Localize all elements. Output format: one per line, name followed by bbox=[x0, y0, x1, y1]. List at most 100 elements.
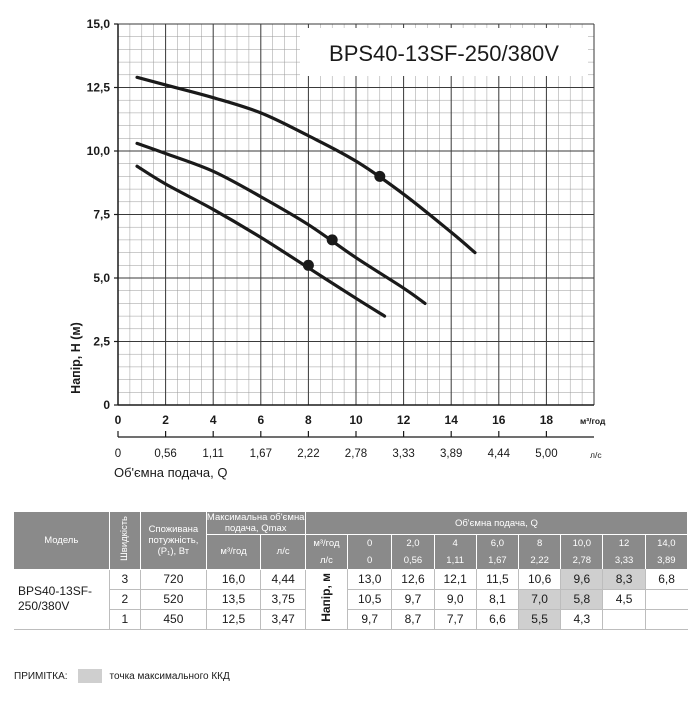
power-cell: 520 bbox=[140, 589, 207, 610]
x-tick-label: 14 bbox=[445, 413, 459, 427]
chart-markers bbox=[302, 170, 386, 271]
head-cell: 4,3 bbox=[560, 609, 604, 630]
x2-tick-label: 2,78 bbox=[345, 448, 367, 460]
x2-tick-label: 0 bbox=[115, 448, 121, 460]
header-row-m3: м³/год bbox=[305, 534, 349, 552]
x2-tick-label: 2,22 bbox=[297, 448, 319, 460]
chart-title: BPS40-13SF-250/380V bbox=[329, 41, 559, 66]
flow-m3-cell: 2,0 bbox=[391, 534, 435, 552]
flow-ls-cell: 3,89 bbox=[645, 552, 689, 569]
x-tick-label: 0 bbox=[115, 413, 122, 427]
flow-m3-cell: 0 bbox=[347, 534, 393, 552]
x2-tick-label: 3,33 bbox=[392, 448, 414, 460]
x-tick-label: 6 bbox=[257, 413, 264, 427]
table-row: BPS40-13SF-250/380V 3 720 16,0 4,44 Напі… bbox=[14, 569, 688, 630]
flow-ls-cell: 1,67 bbox=[476, 552, 520, 569]
head-cell: 11,5 bbox=[476, 569, 520, 590]
y-tick-label: 10,0 bbox=[87, 144, 111, 158]
curve-speed-2 bbox=[135, 141, 427, 305]
flow-ls-cell: 3,33 bbox=[602, 552, 646, 569]
y-tick-label: 5,0 bbox=[93, 271, 110, 285]
x2-axis-ticks: 0 0,56 1,11 1,67 2,22 2,78 3,33 3,89 4,44 5,00 bbox=[115, 431, 558, 460]
flow-ls-cell: 0 bbox=[347, 552, 393, 569]
speed-cell: 1 bbox=[109, 609, 142, 630]
speed-cell: 3 bbox=[109, 569, 142, 590]
header-row-ls: л/с bbox=[305, 552, 349, 569]
head-cell-max-efficiency: 9,6 bbox=[560, 569, 604, 590]
x-axis-unit: м³/год bbox=[580, 416, 606, 426]
chart-title-box bbox=[300, 28, 588, 76]
x-axis-label: Об'ємна подача, Q bbox=[114, 465, 227, 480]
head-cell: 9,0 bbox=[434, 589, 477, 610]
qmax-ls-cell: 3,75 bbox=[260, 589, 306, 610]
x-tick-label: 10 bbox=[349, 413, 363, 427]
x-axis-ticks: 0 2 4 6 8 10 12 14 16 18 bbox=[115, 413, 554, 427]
y-tick-label: 15,0 bbox=[87, 17, 111, 31]
head-cell: 6,8 bbox=[645, 569, 688, 590]
x-tick-label: 4 bbox=[210, 413, 217, 427]
flow-ls-cell: 2,22 bbox=[518, 552, 562, 569]
max-efficiency-point bbox=[326, 234, 338, 246]
header-qmax: Максимальна об'ємна подача, Qmax bbox=[206, 512, 306, 535]
x2-tick-label: 0,56 bbox=[154, 448, 176, 460]
head-cell: 10,6 bbox=[518, 569, 562, 590]
head-cell: 4,5 bbox=[602, 589, 646, 610]
head-cell: 8,1 bbox=[476, 589, 520, 610]
model-name: BPS40-13SF-250/380V bbox=[14, 569, 110, 630]
head-cell: 9,7 bbox=[391, 589, 435, 610]
head-cell: 8,7 bbox=[391, 609, 435, 630]
qmax-ls-cell: 3,47 bbox=[260, 609, 306, 630]
header-speed: Швидкість bbox=[109, 512, 142, 570]
y-tick-label: 2,5 bbox=[93, 335, 110, 349]
x-tick-label: 8 bbox=[305, 413, 312, 427]
flow-m3-cell: 12 bbox=[602, 534, 646, 552]
qmax-m3-cell: 16,0 bbox=[206, 569, 262, 590]
head-cell: 10,5 bbox=[347, 589, 393, 610]
x-tick-label: 18 bbox=[540, 413, 554, 427]
y-axis-ticks: 0 2,5 5,0 7,5 10,0 12,5 15,0 bbox=[87, 17, 118, 412]
max-efficiency-swatch bbox=[77, 669, 102, 683]
head-cell: 6,6 bbox=[476, 609, 520, 630]
head-label-cell: Напір, м bbox=[305, 569, 349, 630]
power-cell: 450 bbox=[140, 609, 207, 630]
curve-speed-3 bbox=[135, 75, 477, 255]
flow-m3-cell: 4 bbox=[434, 534, 477, 552]
y-tick-label: 12,5 bbox=[87, 81, 111, 95]
x2-tick-label: 4,44 bbox=[488, 448, 511, 460]
head-cell-max-efficiency: 7,0 bbox=[518, 589, 562, 610]
note-label: ПРИМІТКА: bbox=[14, 670, 68, 682]
head-cell: 12,6 bbox=[391, 569, 435, 590]
header-qmax-m3: м³/год bbox=[206, 534, 262, 570]
qmax-ls-cell: 4,44 bbox=[260, 569, 306, 590]
header-power: Споживана потужність, (P₁), Вт bbox=[140, 512, 207, 570]
y-tick-label: 0 bbox=[103, 398, 110, 412]
head-cell: 9,7 bbox=[347, 609, 393, 630]
head-cell bbox=[602, 609, 646, 630]
flow-m3-cell: 8 bbox=[518, 534, 562, 552]
header-qmax-ls: л/с bbox=[260, 534, 306, 570]
head-cell-max-efficiency: 5,5 bbox=[518, 609, 562, 630]
max-efficiency-point bbox=[302, 259, 314, 271]
table-row: 2 520 13,5 3,75 10,5 9,7 9,0 8,1 7,0 5,8… bbox=[14, 589, 688, 610]
head-label: Напір, м bbox=[319, 572, 334, 622]
x2-tick-label: 5,00 bbox=[535, 448, 557, 460]
y-tick-label: 7,5 bbox=[93, 208, 110, 222]
flow-m3-cell: 10,0 bbox=[560, 534, 604, 552]
note-text: точка максимального ККД bbox=[109, 670, 230, 682]
power-cell: 720 bbox=[140, 569, 207, 590]
flow-ls-cell: 0,56 bbox=[391, 552, 435, 569]
header-speed-label: Швидкість bbox=[119, 516, 131, 562]
x2-tick-label: 1,67 bbox=[250, 448, 272, 460]
pump-curve-chart: BPS40-13SF-250/380V 0 2,5 5,0 7,5 10,0 12,5 15… bbox=[69, 17, 606, 480]
head-cell-max-efficiency: 8,3 bbox=[602, 569, 646, 590]
speed-cell: 2 bbox=[109, 589, 142, 610]
header-flow: Об'ємна подача, Q bbox=[305, 512, 689, 535]
x-tick-label: 16 bbox=[492, 413, 506, 427]
flow-m3-cell: 6,0 bbox=[476, 534, 520, 552]
head-cell-max-efficiency: 5,8 bbox=[560, 589, 604, 610]
header-model: Модель bbox=[14, 512, 110, 570]
qmax-m3-cell: 13,5 bbox=[206, 589, 262, 610]
flow-ls-cell: 2,78 bbox=[560, 552, 604, 569]
flow-ls-cell: 1,11 bbox=[434, 552, 477, 569]
x-tick-label: 12 bbox=[397, 413, 411, 427]
